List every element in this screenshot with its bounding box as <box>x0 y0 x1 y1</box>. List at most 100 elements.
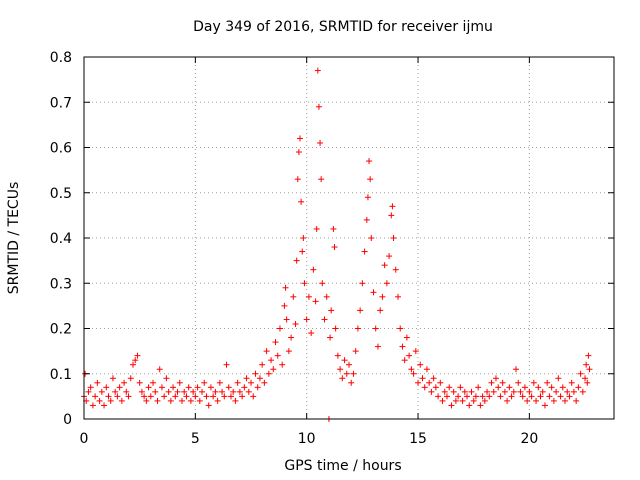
data-point <box>219 388 226 395</box>
data-point <box>207 384 214 391</box>
data-point <box>132 357 139 364</box>
data-point <box>282 284 289 291</box>
data-point <box>439 397 446 404</box>
data-point <box>579 388 586 395</box>
data-point <box>181 388 188 395</box>
data-point <box>299 248 306 255</box>
data-point <box>295 149 302 156</box>
data-point <box>475 384 482 391</box>
x-tick-label: 10 <box>298 431 316 447</box>
data-point <box>499 379 506 386</box>
y-tick-label: 0.8 <box>50 50 72 66</box>
data-point <box>562 397 569 404</box>
data-point <box>274 352 281 359</box>
data-point <box>281 302 288 309</box>
data-point <box>526 388 533 395</box>
y-tick-label: 0.1 <box>50 367 72 383</box>
data-point <box>455 393 462 400</box>
data-point <box>528 393 535 400</box>
data-point <box>300 235 307 241</box>
data-point <box>419 375 426 382</box>
data-point <box>288 334 295 341</box>
data-point <box>112 388 119 395</box>
data-point <box>290 293 297 300</box>
data-point <box>185 384 192 391</box>
data-point <box>389 203 396 210</box>
data-point <box>194 384 201 391</box>
data-point <box>254 384 261 391</box>
data-point <box>87 384 94 391</box>
data-point <box>310 266 317 273</box>
data-point <box>223 361 230 368</box>
data-point <box>585 352 592 359</box>
data-point <box>363 216 370 223</box>
data-point <box>141 393 148 400</box>
data-point <box>379 293 386 300</box>
data-point <box>401 357 408 364</box>
data-point <box>101 402 108 409</box>
data-point <box>196 397 203 404</box>
data-point <box>575 384 582 391</box>
data-point <box>297 135 304 142</box>
data-point <box>174 388 181 395</box>
y-tick-label: 0.7 <box>50 95 72 111</box>
data-point <box>265 370 272 377</box>
data-point <box>508 393 515 400</box>
data-point <box>510 388 517 395</box>
data-point <box>263 348 270 355</box>
data-point <box>227 393 234 400</box>
data-point <box>468 388 475 395</box>
data-point <box>161 393 168 400</box>
data-point <box>283 316 290 323</box>
data-point <box>570 388 577 395</box>
data-point <box>319 280 326 287</box>
data-point <box>357 307 364 314</box>
data-point <box>107 397 114 404</box>
data-point <box>350 370 357 377</box>
data-point <box>550 397 557 404</box>
data-point <box>432 384 439 391</box>
data-point <box>105 393 112 400</box>
data-point <box>479 393 486 400</box>
data-point <box>495 384 502 391</box>
data-point <box>394 293 401 300</box>
data-point <box>448 402 455 409</box>
data-point <box>459 397 466 404</box>
data-point <box>199 388 206 395</box>
data-point <box>152 388 159 395</box>
data-point <box>457 384 464 391</box>
data-point <box>192 393 199 400</box>
data-point <box>417 361 424 368</box>
data-point <box>470 397 477 404</box>
data-point <box>370 289 377 296</box>
data-point <box>303 316 310 323</box>
data-point <box>386 253 393 260</box>
data-point <box>158 384 165 391</box>
data-point <box>426 379 433 386</box>
data-point <box>352 348 359 355</box>
data-point <box>533 397 540 404</box>
data-point <box>517 388 524 395</box>
data-point <box>553 388 560 395</box>
data-point <box>317 139 324 146</box>
data-point <box>256 375 263 382</box>
data-point <box>359 280 366 287</box>
data-point <box>481 397 488 404</box>
data-point <box>399 343 406 350</box>
data-point <box>584 379 591 386</box>
data-point <box>397 325 404 332</box>
data-point <box>506 384 513 391</box>
chart-title: Day 349 of 2016, SRMTID for receiver ijm… <box>193 19 493 35</box>
data-point <box>372 325 379 332</box>
data-point <box>138 388 145 395</box>
data-point <box>410 370 417 377</box>
y-tick-label: 0 <box>63 412 72 428</box>
data-point <box>334 352 341 359</box>
x-tick-label: 20 <box>520 431 538 447</box>
data-point <box>201 379 208 386</box>
data-point <box>546 393 553 400</box>
data-point <box>530 379 537 386</box>
data-point <box>221 393 228 400</box>
data-point <box>443 393 450 400</box>
